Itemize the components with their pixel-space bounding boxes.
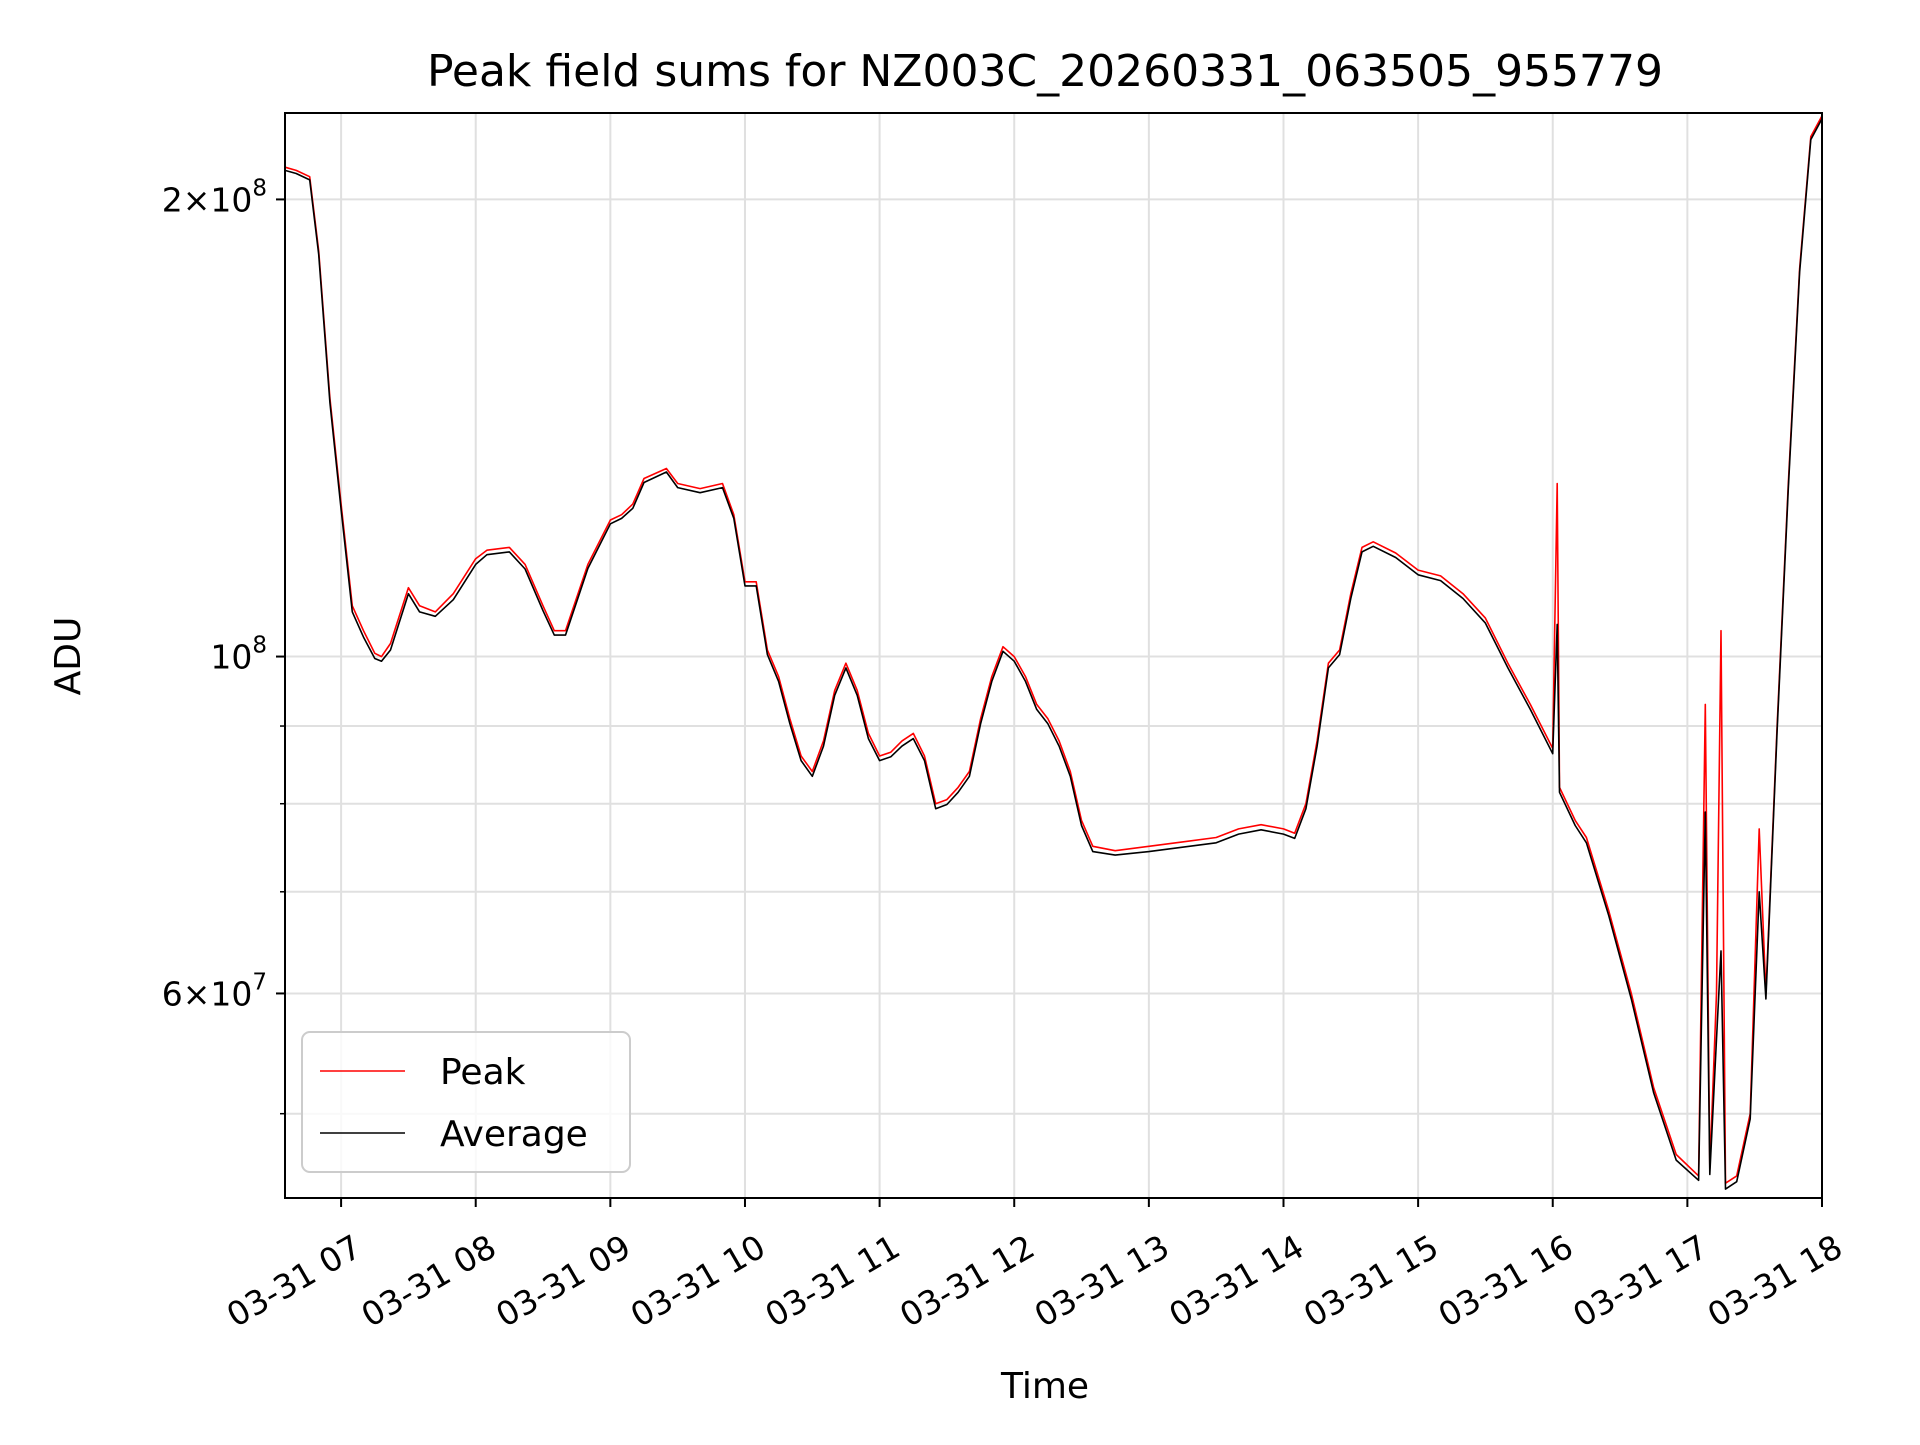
legend-box [301, 1031, 631, 1173]
legend: Peak Average [301, 1031, 631, 1173]
y-tick-label: 2×108 [162, 175, 267, 219]
series-layer [284, 115, 1823, 1190]
plot-frame [284, 112, 1823, 1199]
chart-title: Peak field sums for NZ003C_20260331_0635… [427, 46, 1663, 97]
legend-label-peak: Peak [440, 1052, 526, 1093]
legend-label-average: Average [440, 1114, 588, 1155]
series-line-peak [284, 115, 1823, 1184]
x-axis-label: Time [1000, 1366, 1089, 1407]
series-line-average [284, 118, 1823, 1190]
y-tick-label: 108 [210, 633, 267, 677]
y-tick-label: 6×107 [162, 969, 267, 1013]
y-axis-label: ADU [48, 617, 89, 696]
